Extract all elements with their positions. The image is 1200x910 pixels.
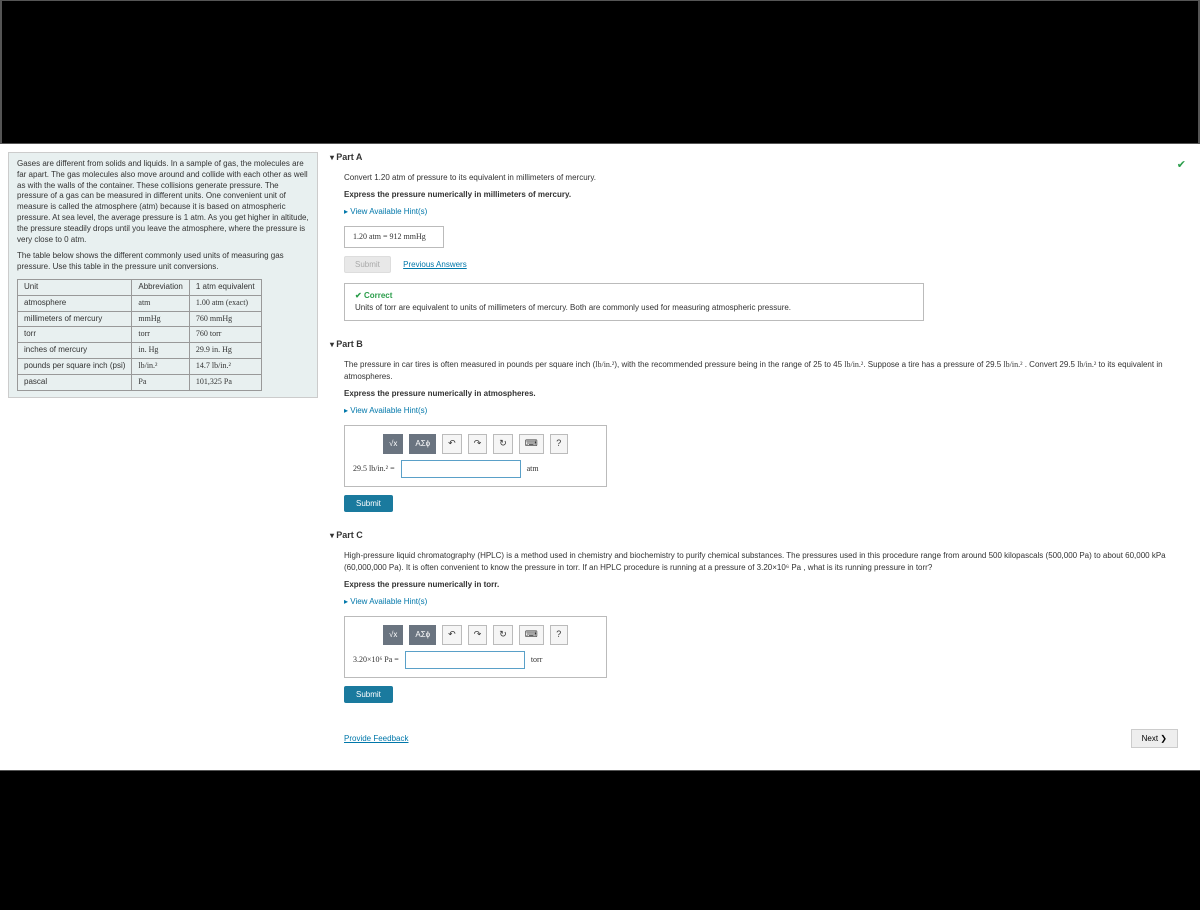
table-row: torrtorr760 torr [18,327,262,343]
correct-message: Units of torr are equivalent to units of… [355,302,913,314]
next-button[interactable]: Next ❯ [1131,729,1178,748]
part-c-express: Express the pressure numerically in torr… [344,579,1192,591]
footer: Provide Feedback Next ❯ [330,721,1192,762]
part-b-hints[interactable]: View Available Hint(s) [344,405,1192,417]
part-c-hints[interactable]: View Available Hint(s) [344,596,1192,608]
part-a: Part A Convert 1.20 atm of pressure to i… [330,152,1192,321]
table-intro: The table below shows the different comm… [17,251,309,273]
left-column: Gases are different from solids and liqu… [8,152,318,762]
table-row: pounds per square inch (psi)lb/in.²14.7 … [18,358,262,374]
part-c-unit: torr [531,654,543,666]
equation-toolbar: √x ΑΣϕ ↶ ↷ ↻ ⌨ ? [353,625,598,645]
keyboard-button[interactable]: ⌨ [519,434,544,454]
part-a-header[interactable]: Part A [330,152,1192,162]
greek-button[interactable]: ΑΣϕ [409,625,436,645]
part-a-answer: 1.20 atm = 912 mmHg [344,226,444,248]
check-icon: ✔ [1177,158,1186,171]
help-button[interactable]: ? [550,625,568,645]
part-a-hints[interactable]: View Available Hint(s) [344,206,1192,218]
col-abbrev: Abbreviation [132,279,189,295]
table-header-row: Unit Abbreviation 1 atm equivalent [18,279,262,295]
part-b-prompt: The pressure in car tires is often measu… [344,359,1192,383]
undo-button[interactable]: ↶ [442,625,462,645]
col-equiv: 1 atm equivalent [189,279,261,295]
col-unit: Unit [18,279,132,295]
templates-button[interactable]: √x [383,625,403,645]
reset-button[interactable]: ↻ [493,625,513,645]
greek-button[interactable]: ΑΣϕ [409,434,436,454]
units-table: Unit Abbreviation 1 atm equivalent atmos… [17,279,262,391]
part-c-submit-button[interactable]: Submit [344,686,393,703]
previous-answers-link[interactable]: Previous Answers [403,260,467,269]
table-row: pascalPa101,325 Pa [18,374,262,390]
part-b-express: Express the pressure numerically in atmo… [344,388,1192,400]
part-c-prompt: High-pressure liquid chromatography (HPL… [344,550,1192,574]
part-c-header[interactable]: Part C [330,530,1192,540]
part-c-input-label: 3.20×10⁶ Pa = [353,654,399,666]
top-banner [0,0,1200,144]
part-b-header[interactable]: Part B [330,339,1192,349]
part-a-express: Express the pressure numerically in mill… [344,189,1192,201]
provide-feedback-link[interactable]: Provide Feedback [344,734,408,743]
part-b-submit-button[interactable]: Submit [344,495,393,512]
part-b-unit: atm [527,463,539,475]
table-row: atmosphereatm1.00 atm (exact) [18,295,262,311]
undo-button[interactable]: ↶ [442,434,462,454]
bottom-banner [0,770,1200,910]
correct-feedback: Correct Units of torr are equivalent to … [344,283,924,321]
keyboard-button[interactable]: ⌨ [519,625,544,645]
part-c-input-widget: √x ΑΣϕ ↶ ↷ ↻ ⌨ ? 3.20×10⁶ Pa = torr [344,616,607,678]
equation-toolbar: √x ΑΣϕ ↶ ↷ ↻ ⌨ ? [353,434,598,454]
redo-button[interactable]: ↷ [468,434,488,454]
part-b-input-label: 29.5 lb/in.² = [353,463,395,475]
intro-paragraph: Gases are different from solids and liqu… [17,159,309,245]
reset-button[interactable]: ↻ [493,434,513,454]
part-b-answer-input[interactable] [401,460,521,478]
correct-label: Correct [355,290,913,302]
part-b: Part B The pressure in car tires is ofte… [330,339,1192,512]
part-b-input-widget: √x ΑΣϕ ↶ ↷ ↻ ⌨ ? 29.5 lb/in.² = atm [344,425,607,487]
table-row: millimeters of mercurymmHg760 mmHg [18,311,262,327]
part-a-submit-button: Submit [344,256,391,273]
main-content: Gases are different from solids and liqu… [0,144,1200,770]
table-row: inches of mercuryin. Hg29.9 in. Hg [18,343,262,359]
info-box: Gases are different from solids and liqu… [8,152,318,398]
templates-button[interactable]: √x [383,434,403,454]
redo-button[interactable]: ↷ [468,625,488,645]
help-button[interactable]: ? [550,434,568,454]
part-c-answer-input[interactable] [405,651,525,669]
part-c: Part C High-pressure liquid chromatograp… [330,530,1192,703]
part-a-prompt: Convert 1.20 atm of pressure to its equi… [344,172,1192,184]
right-column: ✔ Part A Convert 1.20 atm of pressure to… [330,152,1192,762]
